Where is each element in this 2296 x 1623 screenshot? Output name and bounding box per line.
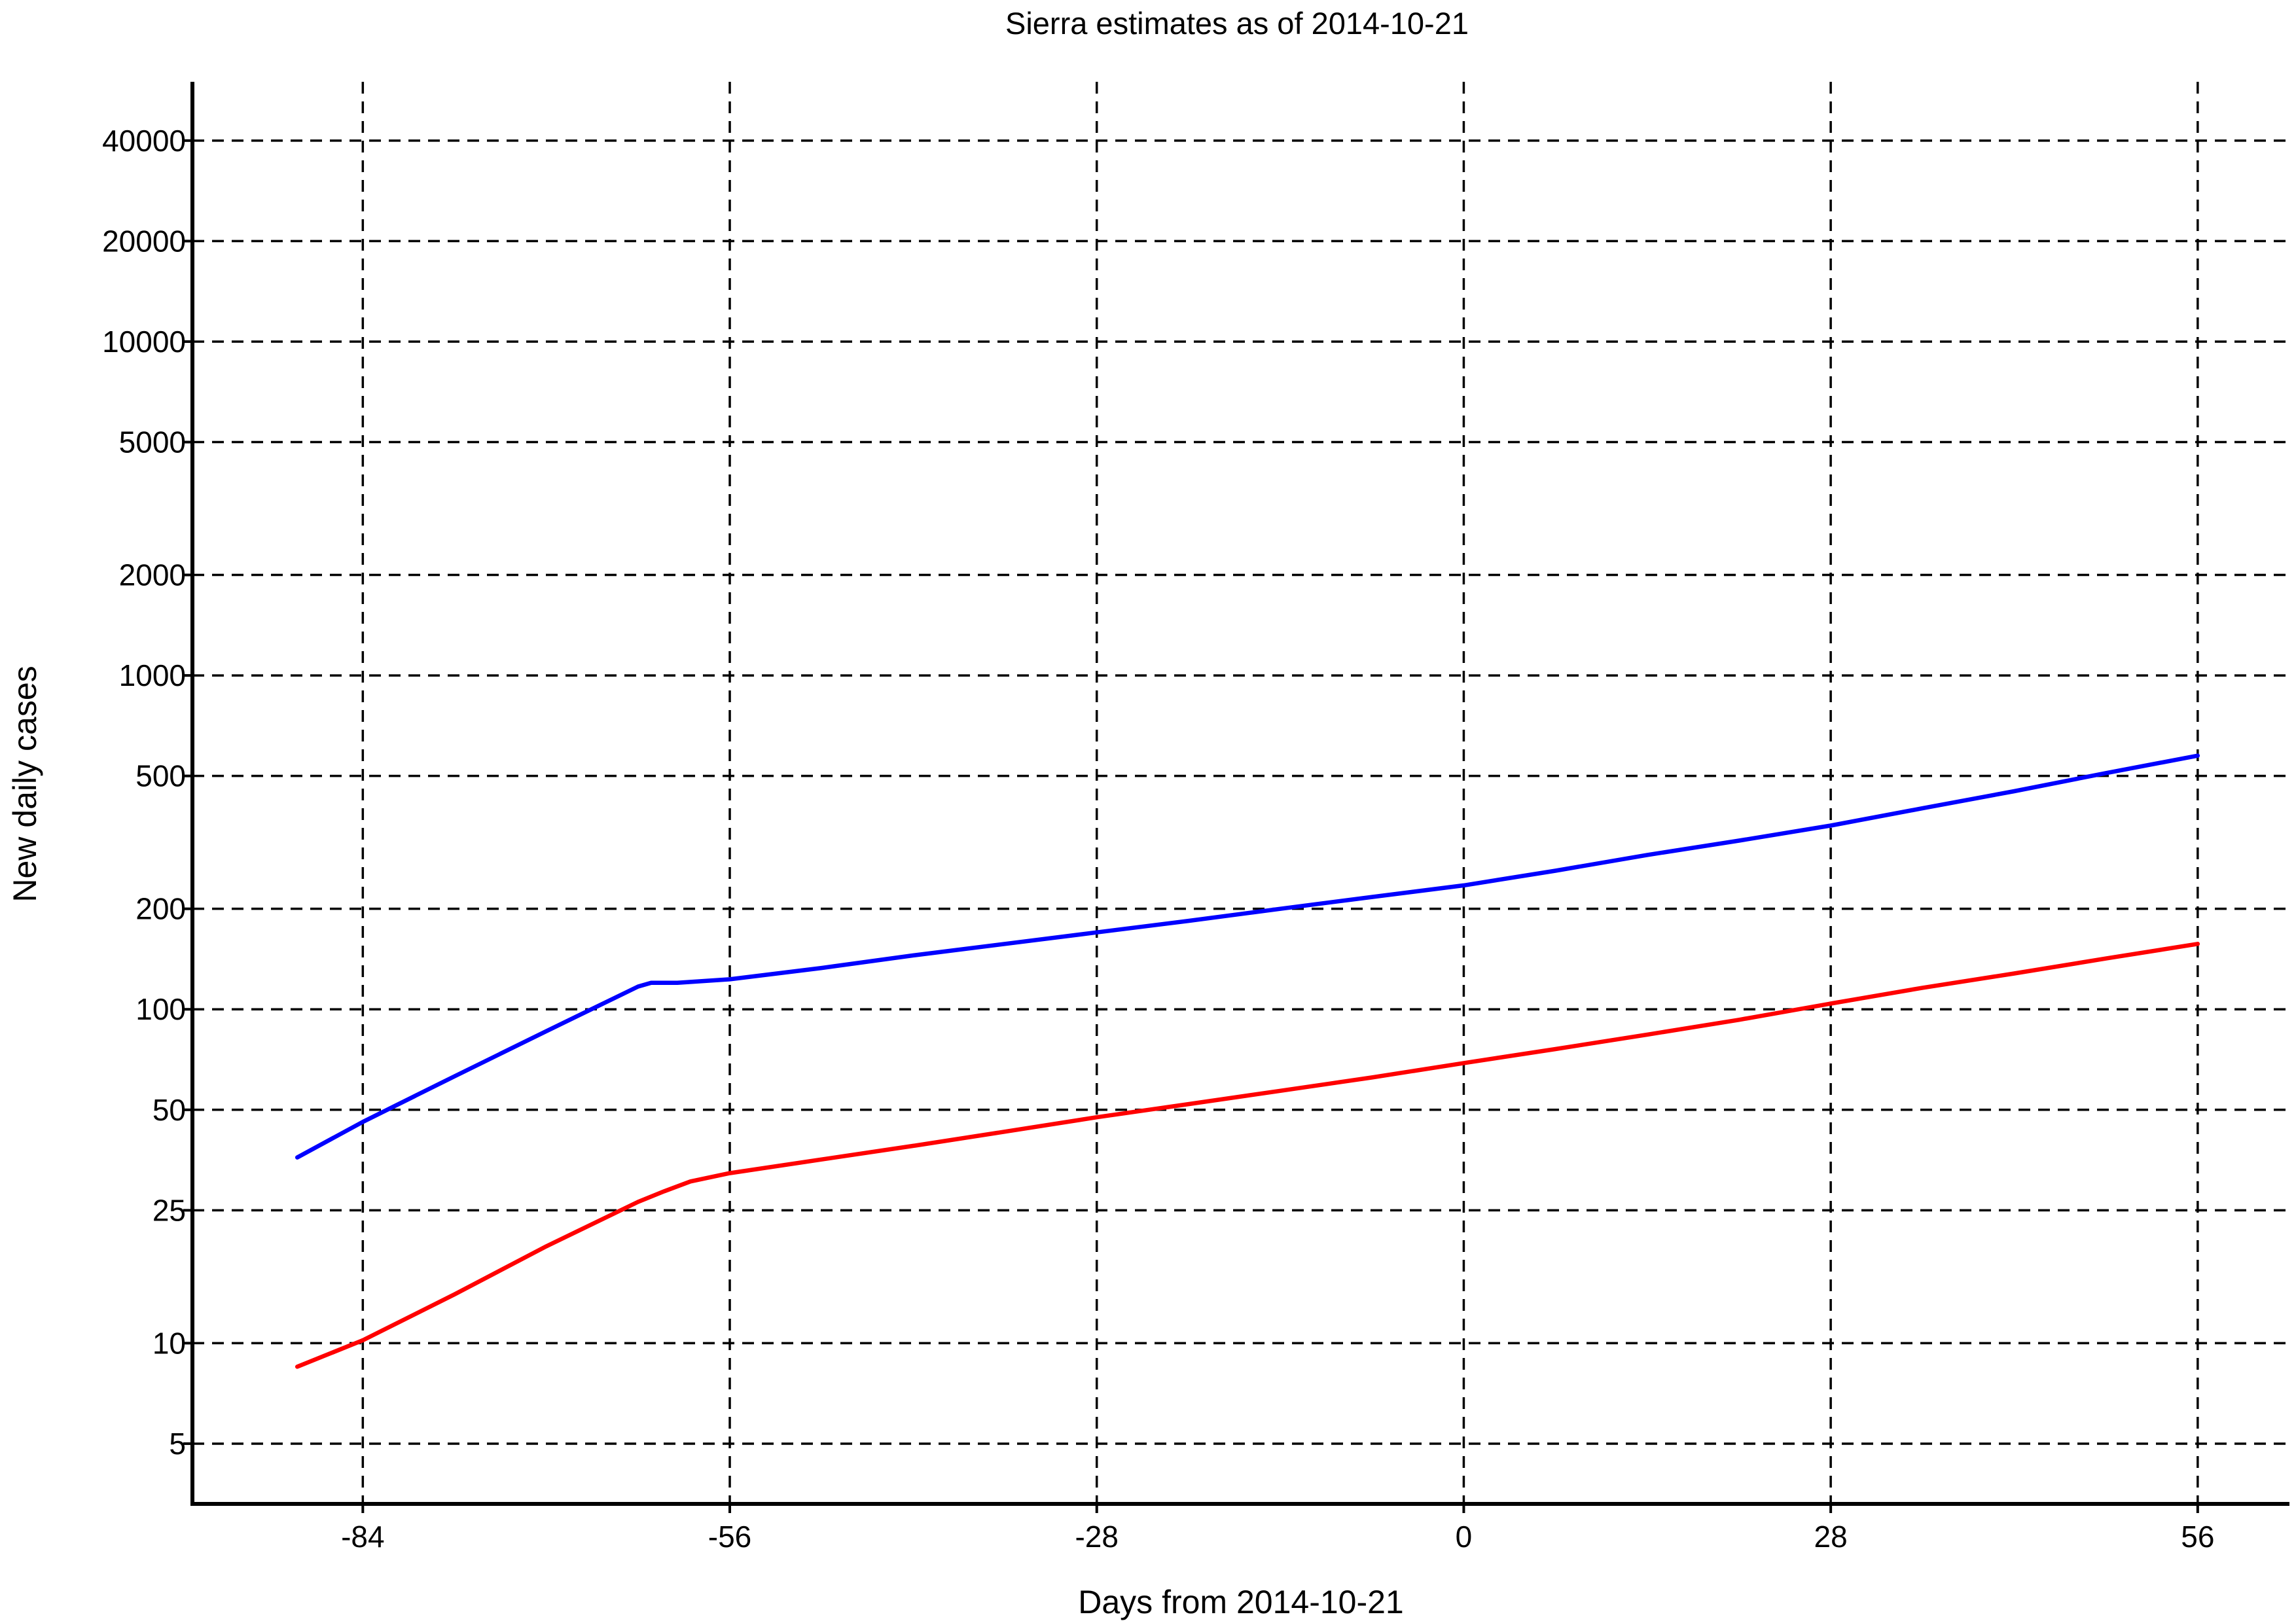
y-tick-label: 10000 xyxy=(102,325,186,359)
y-tick-label: 40000 xyxy=(102,124,186,158)
series-layer xyxy=(295,753,2200,1369)
y-tick-label: 200 xyxy=(135,892,186,926)
y-tick-label: 1000 xyxy=(119,658,186,692)
x-axis-label: Days from 2014-10-21 xyxy=(1078,1584,1403,1620)
y-tick-label: 20000 xyxy=(102,224,186,258)
y-tick-label: 50 xyxy=(152,1093,186,1127)
series-line-2 xyxy=(295,942,2200,1369)
chart-title: Sierra estimates as of 2014-10-21 xyxy=(1005,6,1469,41)
y-tick-label: 5 xyxy=(169,1427,186,1461)
tick-labels: -84 -56 -28 0 28 56 5 10 25 50 100 200 500 1000 2000 50… xyxy=(102,124,2214,1554)
y-tick-label: 25 xyxy=(152,1193,186,1227)
grid xyxy=(192,82,2289,1504)
y-tick-label: 10 xyxy=(152,1326,186,1360)
axes xyxy=(183,82,2289,1513)
y-tick-label: 500 xyxy=(135,759,186,793)
x-tick-label: 0 xyxy=(1456,1520,1473,1554)
series-line-1 xyxy=(295,753,2200,1160)
y-tick-label: 100 xyxy=(135,992,186,1026)
x-tick-label: -84 xyxy=(341,1520,384,1554)
y-tick-label: 5000 xyxy=(119,425,186,459)
y-axis-label: New daily cases xyxy=(7,666,43,902)
x-tick-label: -28 xyxy=(1075,1520,1118,1554)
x-tick-label: -56 xyxy=(708,1520,751,1554)
x-tick-label: 56 xyxy=(2181,1520,2214,1554)
x-tick-label: 28 xyxy=(1814,1520,1848,1554)
y-tick-label: 2000 xyxy=(119,558,186,592)
